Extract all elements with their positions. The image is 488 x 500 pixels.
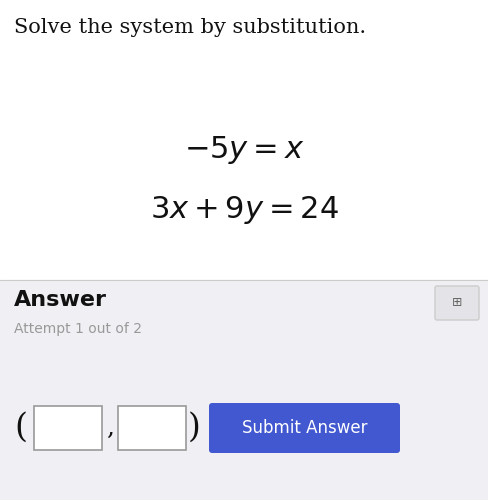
Bar	[118, 406, 185, 450]
Text: $-5y = x$: $-5y = x$	[184, 134, 304, 166]
Bar	[0, 280, 488, 500]
Text: Answer: Answer	[14, 290, 107, 310]
Text: Submit Answer: Submit Answer	[241, 419, 366, 437]
Bar	[0, 0, 488, 280]
Bar	[34, 406, 102, 450]
FancyBboxPatch shape	[434, 286, 478, 320]
Text: $3x + 9y = 24$: $3x + 9y = 24$	[150, 194, 338, 226]
Text: ,: ,	[106, 416, 114, 440]
Text: ): )	[187, 412, 201, 444]
Text: (: (	[14, 412, 27, 444]
Text: ⊞: ⊞	[451, 296, 461, 310]
FancyBboxPatch shape	[208, 403, 399, 453]
Text: Attempt 1 out of 2: Attempt 1 out of 2	[14, 322, 142, 336]
Text: Solve the system by substitution.: Solve the system by substitution.	[14, 18, 366, 37]
